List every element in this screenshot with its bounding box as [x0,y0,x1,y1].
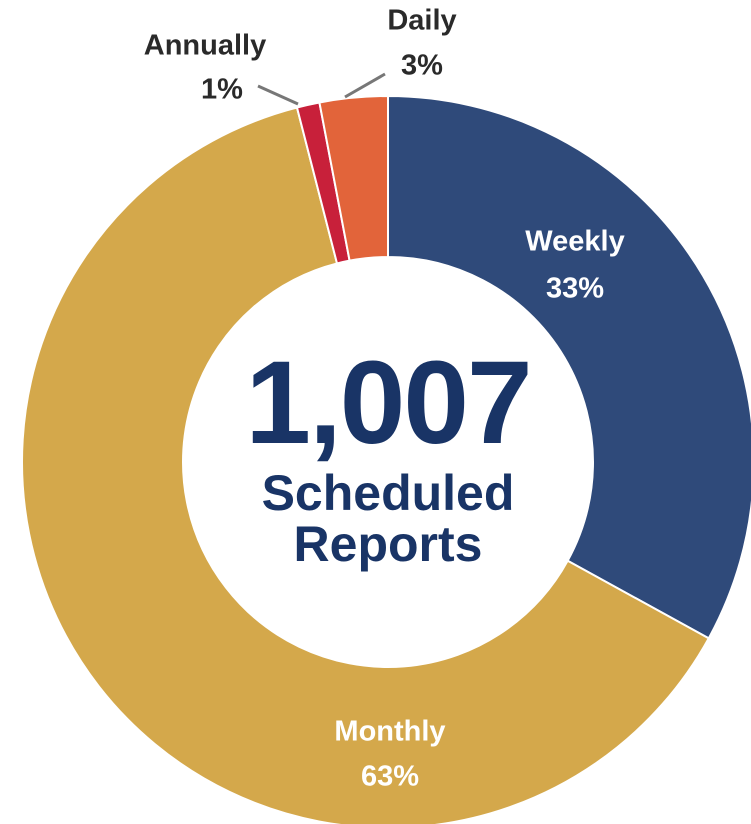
center-value: 1,007 [245,337,530,469]
center-text: Reports [294,516,483,572]
slice-label: Daily [387,5,456,37]
slice-label: Annually [144,30,266,62]
slice-value-label: 3% [401,50,443,82]
slice-label: Monthly [334,716,445,748]
slice-value-label: 1% [201,74,243,106]
leader-line [257,84,299,106]
slice-value-label: 33% [546,273,604,305]
donut-slice [21,106,711,824]
donut-slice [387,94,751,640]
center-text: Scheduled [262,465,515,521]
slice-label: Weekly [525,226,624,258]
leader-line [344,72,386,99]
donut-slice [318,94,389,262]
slice-value-label: 63% [361,761,419,793]
